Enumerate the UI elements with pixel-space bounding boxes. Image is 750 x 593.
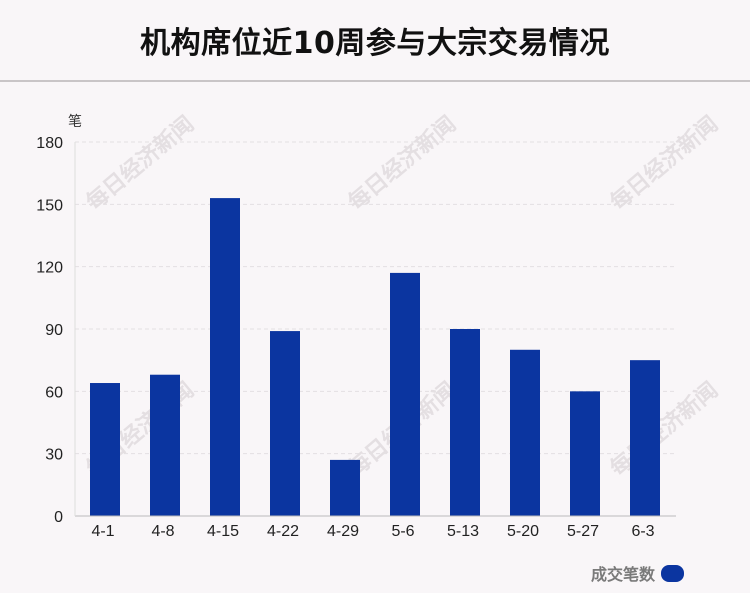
x-tick-label: 4-1 — [91, 523, 114, 540]
x-tick-label: 4-29 — [327, 523, 359, 540]
x-tick-label: 5-27 — [567, 523, 599, 540]
y-tick-label: 0 — [54, 509, 63, 526]
x-tick-label: 6-3 — [631, 523, 654, 540]
legend-label: 成交笔数 — [590, 565, 655, 584]
x-tick-label: 4-8 — [151, 523, 174, 540]
x-tick-label: 5-6 — [391, 523, 414, 540]
x-tick-labels: 4-1 4-8 4-15 4-22 4-29 5-6 5-13 5-20 5-27 6-3 — [91, 523, 654, 540]
bar-5-20 — [510, 349, 540, 516]
legend-swatch — [661, 564, 684, 582]
legend: 成交笔数 — [591, 561, 684, 585]
bar-4-1 — [90, 383, 120, 516]
bar-5-27 — [570, 391, 600, 516]
bar-4-29 — [330, 459, 360, 516]
bars — [90, 198, 660, 516]
x-tick-label: 5-20 — [507, 523, 539, 540]
chart-title: 机构席位近10周参与大宗交易情况 — [140, 26, 610, 61]
bar-4-22 — [270, 331, 300, 516]
x-tick-label: 4-15 — [207, 523, 239, 540]
y-tick-label: 120 — [36, 260, 63, 277]
bar-6-3 — [630, 360, 660, 516]
y-tick-labels: 0 30 60 90 120 150 180 — [36, 135, 63, 526]
x-tick-label: 5-13 — [447, 523, 479, 540]
y-tick-label: 90 — [45, 322, 63, 339]
y-tick-label: 150 — [36, 197, 63, 214]
chart-header: 机构席位近10周参与大宗交易情况 — [0, 0, 750, 82]
y-tick-label: 30 — [45, 447, 63, 464]
bar-4-15 — [210, 198, 240, 516]
y-tick-label: 180 — [36, 135, 63, 152]
bar-5-6 — [390, 272, 420, 516]
x-tick-label: 4-22 — [267, 523, 299, 540]
y-axis-label: 笔 — [68, 114, 82, 130]
bar-5-13 — [450, 329, 480, 516]
y-tick-label: 60 — [45, 384, 63, 401]
bar-4-8 — [150, 374, 180, 516]
